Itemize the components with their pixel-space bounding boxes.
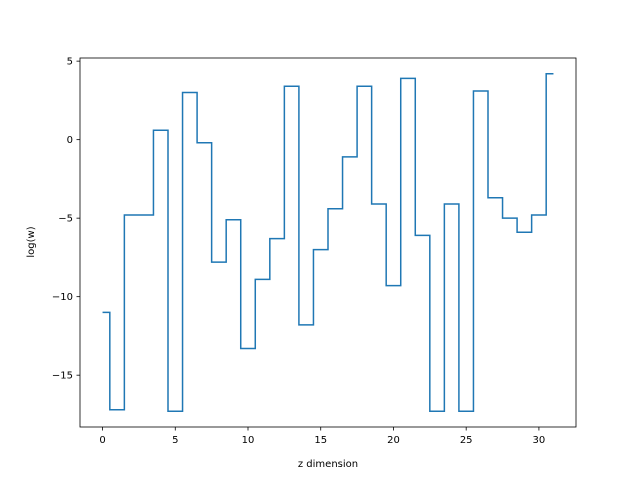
plot-frame — [79, 57, 577, 428]
x-tick-label: 5 — [172, 435, 178, 446]
x-tick-label: 0 — [99, 435, 105, 446]
series-line — [102, 72, 554, 413]
x-tick-label: 10 — [242, 435, 255, 446]
x-tick-label: 15 — [314, 435, 327, 446]
y-tick-label: 5 — [67, 57, 73, 68]
y-tick-label: −5 — [58, 214, 73, 225]
y-axis: −15 −10 −5 0 5 — [52, 57, 80, 382]
y-axis-label: log(w) — [26, 226, 37, 257]
x-tick-label: 20 — [387, 435, 400, 446]
x-tick-label: 25 — [460, 435, 473, 446]
x-tick-label: 30 — [533, 435, 546, 446]
x-axis-label: z dimension — [298, 459, 358, 470]
y-tick-label: −15 — [52, 371, 73, 382]
y-tick-label: 0 — [67, 135, 73, 146]
y-tick-label: −10 — [52, 292, 73, 303]
x-axis: 0 5 10 15 20 25 30 — [99, 427, 545, 446]
